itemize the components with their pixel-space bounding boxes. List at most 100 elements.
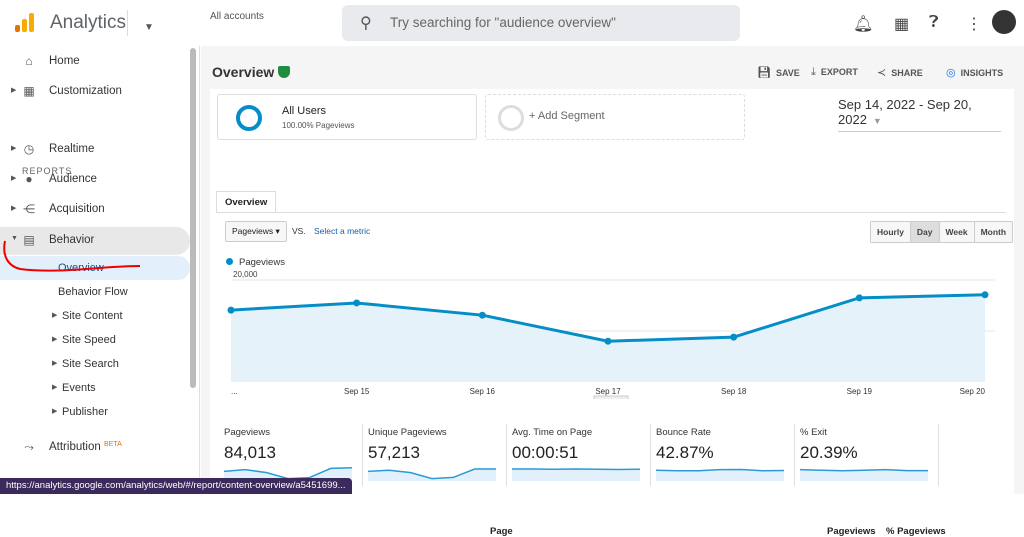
- data-point[interactable]: [981, 291, 989, 299]
- col-header-pct-pageviews[interactable]: % Pageviews: [886, 526, 946, 537]
- account-dropdown-icon[interactable]: ▼: [144, 22, 154, 33]
- sidebar-item-customization[interactable]: ▶ ▦ Customization: [0, 78, 190, 106]
- add-segment-button[interactable]: + Add Segment: [485, 94, 745, 140]
- expand-icon: ▶: [11, 175, 17, 182]
- segment-ring-icon: [236, 105, 262, 131]
- select-metric-link[interactable]: Select a metric: [314, 226, 371, 236]
- sidebar-sub-overview[interactable]: Overview: [0, 256, 190, 280]
- share-icon: ≺: [877, 67, 887, 79]
- metric-card[interactable]: Unique Pageviews 57,213: [363, 424, 507, 486]
- collapse-icon: ▼: [11, 235, 18, 242]
- sidebar-item-label: Realtime: [49, 143, 95, 155]
- data-point[interactable]: [730, 333, 738, 341]
- divider: [127, 10, 128, 36]
- x-tick-label: Sep 20: [960, 387, 986, 396]
- data-point[interactable]: [604, 337, 612, 345]
- sidebar-item-behavior[interactable]: ▼ ▤ Behavior: [0, 227, 190, 255]
- bell-icon[interactable]: 🔔︎: [853, 16, 874, 33]
- search-icon: ⚲: [360, 15, 372, 32]
- metric-label: Pageviews: [224, 427, 270, 438]
- hourly-button[interactable]: Hourly: [871, 222, 911, 242]
- data-point[interactable]: [478, 311, 486, 319]
- brand-name: Analytics: [50, 12, 127, 33]
- x-tick-label: Sep 17: [595, 387, 621, 396]
- red-annotation-mark: [3, 240, 141, 272]
- month-button[interactable]: Month: [974, 222, 1013, 242]
- metric-card[interactable]: Avg. Time on Page 00:00:51: [507, 424, 651, 486]
- more-vert-icon[interactable]: ⋮: [966, 16, 982, 33]
- sidebar-sub-label: Site Speed: [62, 334, 116, 346]
- page-title: Overview: [212, 64, 291, 80]
- sidebar-item-acquisition[interactable]: ▶ ⋲ Acquisition: [0, 196, 190, 224]
- metric-value: 42.87%: [656, 443, 714, 462]
- col-header-page[interactable]: Page: [490, 526, 513, 537]
- metric-card[interactable]: % Exit 20.39%: [795, 424, 939, 486]
- data-point[interactable]: [855, 294, 863, 302]
- metric-value: 57,213: [368, 443, 420, 462]
- chart-expand-handle[interactable]: [593, 395, 629, 399]
- search-bar[interactable]: ⚲ Try searching for "audience overview": [342, 5, 740, 41]
- save-icon: 💾︎: [757, 67, 771, 79]
- segment-all-users[interactable]: All Users 100.00% Pageviews: [217, 94, 477, 140]
- date-range-picker[interactable]: Sep 14, 2022 - Sep 20, 2022 ▼: [838, 97, 1001, 132]
- expand-icon: ▶: [52, 312, 58, 319]
- expand-icon: ▶: [52, 384, 58, 391]
- export-button[interactable]: ⤓ EXPORT: [811, 66, 858, 78]
- sidebar-item-label: Home: [49, 55, 80, 67]
- apps-grid-icon[interactable]: ▦: [894, 16, 910, 33]
- save-button[interactable]: 💾︎ SAVE: [757, 67, 800, 79]
- beta-badge: BETA: [103, 441, 122, 448]
- metric-value: 84,013: [224, 443, 276, 462]
- sidebar-item-audience[interactable]: ▶ ● Audience: [0, 166, 190, 194]
- sidebar-sub-site-search[interactable]: ▶ Site Search: [0, 352, 190, 376]
- data-point[interactable]: [227, 306, 235, 314]
- report-panel: All Users 100.00% Pageviews + Add Segmen…: [210, 89, 1014, 537]
- sidebar-item-home[interactable]: ⌂ Home: [0, 48, 190, 76]
- sidebar-sub-publisher[interactable]: ▶ Publisher: [0, 400, 190, 424]
- data-point[interactable]: [353, 299, 361, 307]
- metric-label: Bounce Rate: [656, 427, 711, 438]
- sidebar-item-attribution[interactable]: ⤳ Attribution BETA: [0, 434, 190, 462]
- analytics-logo[interactable]: [14, 12, 36, 34]
- metric-sparkline: [368, 468, 496, 481]
- vs-label: VS.: [292, 226, 306, 236]
- sidebar-item-label: Behavior: [49, 234, 95, 246]
- search-placeholder[interactable]: Try searching for "audience overview": [390, 15, 616, 30]
- sidebar-sub-label: Publisher: [62, 406, 108, 418]
- add-segment-label: + Add Segment: [529, 110, 605, 122]
- sidebar-sub-behavior-flow[interactable]: Behavior Flow: [0, 280, 190, 304]
- sidebar-item-label: Attribution: [49, 441, 101, 453]
- sidebar-sub-label: Site Content: [62, 310, 123, 322]
- expand-icon: ▶: [11, 87, 17, 94]
- sidebar-sub-site-content[interactable]: ▶ Site Content: [0, 304, 190, 328]
- y-tick-label: 20,000: [233, 270, 258, 279]
- status-url: https://analytics.google.com/analytics/w…: [0, 478, 352, 494]
- behavior-icon: ▤: [23, 233, 35, 247]
- x-tick-label: Sep 18: [721, 387, 747, 396]
- top-bar: Analytics All accounts ▼ ⚲ Try searching…: [0, 0, 1024, 46]
- sidebar-sub-events[interactable]: ▶ Events: [0, 376, 190, 400]
- sidebar-item-realtime[interactable]: ▶ ◷ Realtime: [0, 136, 190, 164]
- avatar[interactable]: [992, 10, 1016, 34]
- metric-select[interactable]: Pageviews ▾: [225, 221, 287, 242]
- tab-overview[interactable]: Overview: [216, 191, 277, 213]
- insights-button[interactable]: ◎ INSIGHTS: [946, 67, 1004, 79]
- share-button[interactable]: ≺ SHARE: [877, 67, 923, 79]
- metric-card[interactable]: Bounce Rate 42.87%: [651, 424, 795, 486]
- metric-card[interactable]: Pageviews 84,013: [219, 424, 363, 486]
- segment-name: All Users: [282, 105, 327, 117]
- sidebar-sub-label: Site Search: [62, 358, 119, 370]
- x-tick-label: Sep 19: [847, 387, 873, 396]
- help-icon[interactable]: ❓︎: [929, 14, 939, 31]
- sidebar-sub-label: Overview: [58, 262, 104, 274]
- sidebar-scrollbar[interactable]: [190, 48, 196, 388]
- week-button[interactable]: Week: [939, 222, 975, 242]
- divider: [216, 212, 1006, 213]
- home-icon: ⌂: [25, 54, 33, 68]
- day-button[interactable]: Day: [910, 222, 940, 242]
- x-tick-label: ...: [231, 387, 238, 396]
- dropdown-icon: ▼: [872, 116, 882, 126]
- col-header-pageviews[interactable]: Pageviews: [827, 526, 876, 537]
- sidebar-sub-site-speed[interactable]: ▶ Site Speed: [0, 328, 190, 352]
